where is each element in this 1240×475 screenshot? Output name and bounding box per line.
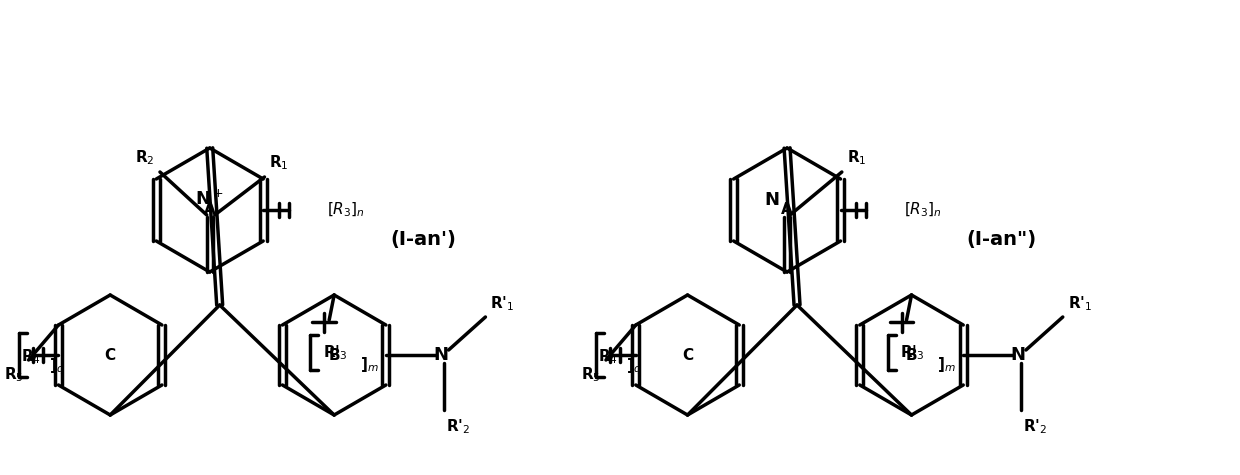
Text: (I-an"): (I-an") — [966, 230, 1037, 249]
Text: B: B — [905, 348, 918, 362]
Text: (I-an'): (I-an') — [391, 230, 456, 249]
Text: $[R_3]_n$: $[R_3]_n$ — [327, 201, 365, 219]
Text: R$_1$: R$_1$ — [269, 153, 289, 172]
Text: ]$_m$: ]$_m$ — [360, 355, 378, 374]
Text: A: A — [203, 202, 216, 218]
Text: R'$_3$: R'$_3$ — [900, 343, 925, 362]
Text: R'$_2$: R'$_2$ — [1023, 417, 1048, 436]
Text: R$_4$: R$_4$ — [21, 348, 41, 366]
Text: R$_1$: R$_1$ — [847, 148, 867, 167]
Text: B: B — [329, 348, 340, 362]
Text: A: A — [781, 202, 792, 218]
Text: R'$_3$: R'$_3$ — [322, 343, 347, 362]
Text: N: N — [433, 346, 448, 364]
Text: R$_2$: R$_2$ — [135, 148, 155, 167]
Text: ]$_m$: ]$_m$ — [937, 355, 956, 374]
Text: C: C — [682, 348, 693, 362]
Text: N: N — [1011, 346, 1025, 364]
Text: N$^+$: N$^+$ — [195, 190, 224, 209]
Text: R$_4$: R$_4$ — [598, 348, 618, 366]
Text: $[R_3]_n$: $[R_3]_n$ — [904, 201, 942, 219]
Text: N: N — [764, 191, 779, 209]
Text: R$_5$: R$_5$ — [582, 365, 601, 384]
Text: R'$_1$: R'$_1$ — [1068, 294, 1092, 313]
Text: ]$_q$: ]$_q$ — [626, 357, 641, 377]
Text: R'$_2$: R'$_2$ — [445, 417, 470, 436]
Text: ]$_q$: ]$_q$ — [48, 357, 64, 377]
Text: C: C — [104, 348, 115, 362]
Text: R'$_1$: R'$_1$ — [490, 294, 515, 313]
Text: R$_5$: R$_5$ — [4, 365, 24, 384]
